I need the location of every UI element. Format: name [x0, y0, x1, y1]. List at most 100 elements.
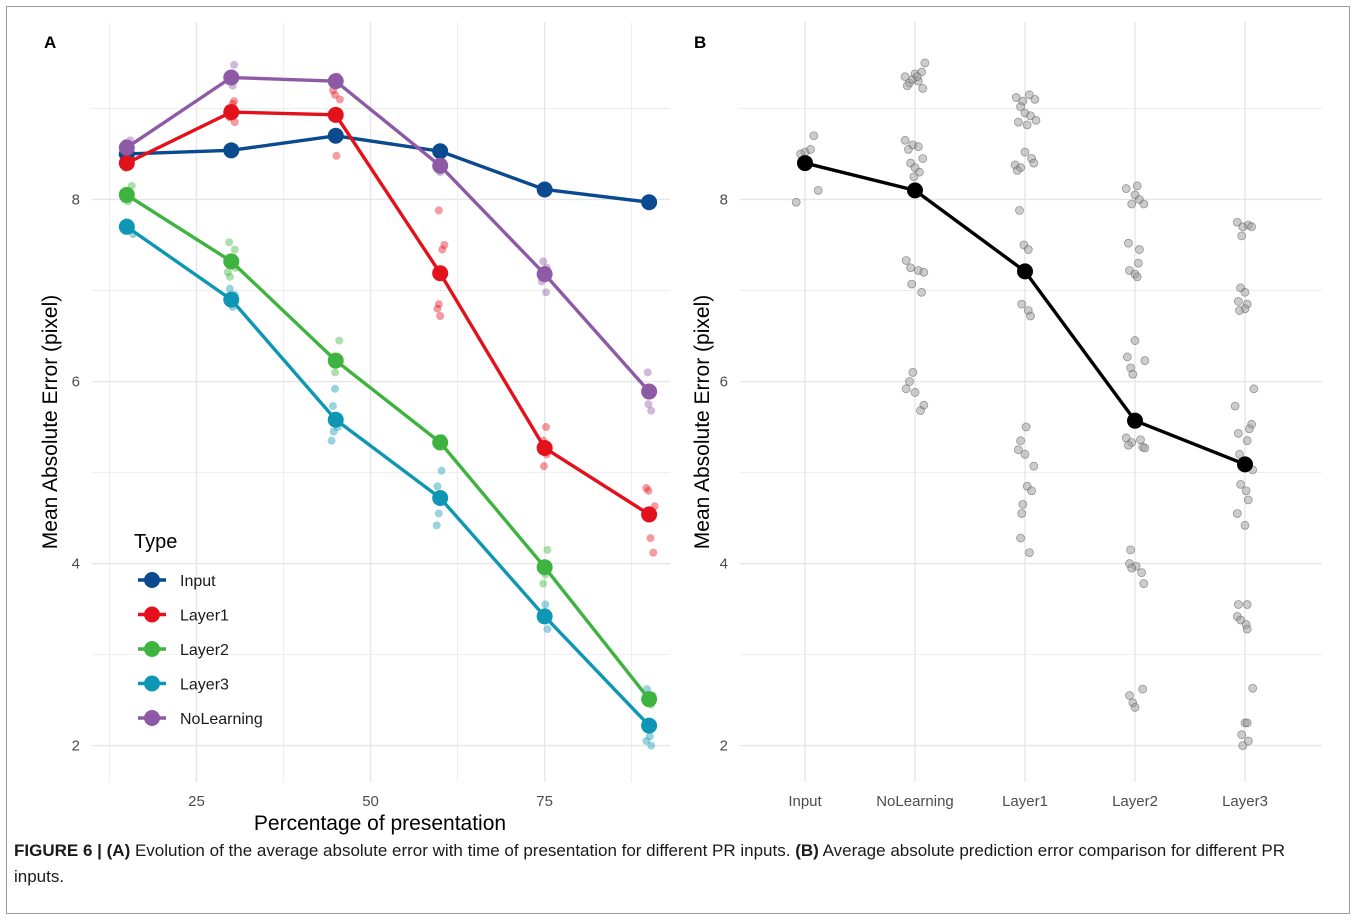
- jitter-point-layer2: [1132, 272, 1142, 282]
- y-tick-label: 8: [72, 191, 80, 208]
- series-point-input: [223, 142, 240, 159]
- legend-item-layer1: Layer1: [180, 608, 229, 625]
- jitter-point-layer2: [1139, 579, 1149, 588]
- jitter-point-layer2: [1127, 199, 1137, 209]
- jitter-point-layer2: [1125, 691, 1134, 700]
- jitter-point-layer3: [1234, 600, 1243, 609]
- jitter-point-layer3: [331, 384, 340, 393]
- mean-point-layer1: [1017, 263, 1033, 280]
- y-tick-label: 6: [720, 374, 728, 391]
- series-point-nolearning: [118, 139, 135, 156]
- jitter-point-layer3: [1237, 231, 1247, 241]
- panel-b-label: B: [694, 33, 706, 52]
- jitter-point-layer3: [1240, 520, 1250, 530]
- jitter-point-layer3: [328, 402, 337, 411]
- caption-part-b-text: Average absolute prediction error compar…: [14, 841, 1285, 886]
- jitter-point-layer1: [433, 304, 442, 313]
- jitter-point-layer3: [437, 466, 446, 475]
- mean-point-nolearning: [907, 182, 923, 199]
- legend-item-input: Input: [180, 573, 216, 590]
- jitter-point-layer1: [1027, 486, 1036, 496]
- jitter-point-layer1: [1017, 509, 1027, 518]
- jitter-point-nolearning: [919, 267, 929, 277]
- jitter-point-layer3: [1242, 624, 1252, 634]
- y-tick-label: 2: [720, 738, 728, 755]
- jitter-point-layer3: [1235, 306, 1244, 315]
- jitter-point-layer1: [539, 462, 548, 471]
- jitter-point-layer1: [1018, 499, 1028, 509]
- jitter-point-layer3: [434, 509, 443, 518]
- legend-key-point-nolearning: [144, 710, 160, 726]
- jitter-point-layer3: [543, 625, 552, 634]
- jitter-point-input: [809, 131, 819, 141]
- caption-part-b-label: (B): [795, 841, 819, 860]
- legend-key-point-layer2: [144, 641, 160, 657]
- figure-caption: FIGURE 6 | (A) Evolution of the average …: [14, 838, 1334, 890]
- series-point-nolearning: [432, 157, 449, 174]
- legend-key-point-layer1: [144, 606, 160, 623]
- jitter-point-nolearning: [647, 406, 656, 415]
- panel-a-tick-labels: 25 50 75 2 4 6 8: [72, 191, 553, 810]
- legend-item-nolearning: NoLearning: [180, 711, 263, 728]
- series-point-nolearning: [327, 73, 344, 90]
- jitter-point-layer1: [230, 118, 239, 127]
- jitter-point-layer2: [1132, 181, 1142, 191]
- series-line-nolearning: [125, 75, 651, 393]
- jitter-point-layer1: [1011, 93, 1021, 102]
- jitter-point-nolearning: [643, 368, 652, 377]
- y-tick-label: 6: [72, 374, 80, 391]
- jitter-point-layer1: [1026, 311, 1035, 321]
- jitter-point-layer3: [433, 482, 442, 491]
- jitter-point-layer2: [1135, 245, 1144, 254]
- y-tick-label: 4: [72, 556, 80, 573]
- jitter-point-layer1: [646, 534, 655, 543]
- panel-a-x-axis-title: Percentage of presentation: [254, 812, 506, 835]
- jitter-point-layer2: [1128, 369, 1138, 379]
- legend-item-layer2: Layer2: [180, 642, 229, 659]
- jitter-point-layer2: [1139, 199, 1149, 209]
- series-point-layer3: [327, 411, 344, 428]
- series-point-input: [432, 143, 449, 160]
- jitter-point-layer3: [1238, 741, 1248, 750]
- panel-a-label: A: [44, 33, 56, 52]
- jitter-point-nolearning: [901, 384, 911, 394]
- jitter-point-layer2: [225, 238, 234, 247]
- series-point-layer1: [536, 439, 553, 456]
- jitter-point-layer1: [1023, 245, 1033, 254]
- jitter-point-nolearning: [916, 406, 925, 416]
- series-point-layer1: [641, 506, 658, 523]
- jitter-point-layer2: [1138, 684, 1148, 694]
- jitter-point-layer3: [647, 741, 656, 750]
- jitter-point-layer1: [1021, 422, 1031, 432]
- jitter-point-nolearning: [918, 154, 928, 163]
- jitter-point-layer2: [1124, 440, 1133, 450]
- jitter-point-nolearning: [900, 72, 910, 82]
- panel-b-y-axis-title: Mean Absolute Error (pixel): [691, 295, 714, 549]
- x-tick-label: 25: [188, 793, 205, 810]
- jitter-point-layer3: [1237, 730, 1247, 740]
- jitter-point-input: [791, 197, 801, 207]
- x-tick-label: Layer3: [1222, 793, 1268, 810]
- jitter-point-nolearning: [908, 368, 918, 377]
- x-tick-label: 50: [362, 793, 379, 810]
- jitter-point-layer3: [1240, 287, 1250, 297]
- jitter-point-layer2: [225, 272, 234, 281]
- jitter-point-layer1: [1020, 449, 1030, 459]
- jitter-point-layer2: [335, 336, 344, 345]
- jitter-point-layer1: [1022, 120, 1032, 130]
- caption-part-a-text: Evolution of the average absolute error …: [130, 841, 796, 860]
- caption-part-a-label: (A): [106, 841, 131, 860]
- jitter-point-layer2: [1130, 336, 1140, 345]
- jitter-point-layer1: [1020, 147, 1030, 157]
- panel-a-grid: [92, 22, 670, 782]
- legend-item-layer3: Layer3: [180, 677, 229, 694]
- jitter-point-layer1: [1029, 158, 1039, 168]
- jitter-point-layer1: [642, 484, 651, 493]
- jitter-point-nolearning: [920, 58, 930, 68]
- series-line-input: [126, 134, 650, 204]
- jitter-point-layer2: [1133, 258, 1143, 268]
- jitter-point-layer1: [1030, 94, 1040, 104]
- panel-a-y-axis-title: Mean Absolute Error (pixel): [39, 295, 62, 549]
- series-point-layer1: [118, 155, 135, 172]
- jitter-point-nolearning: [917, 287, 926, 297]
